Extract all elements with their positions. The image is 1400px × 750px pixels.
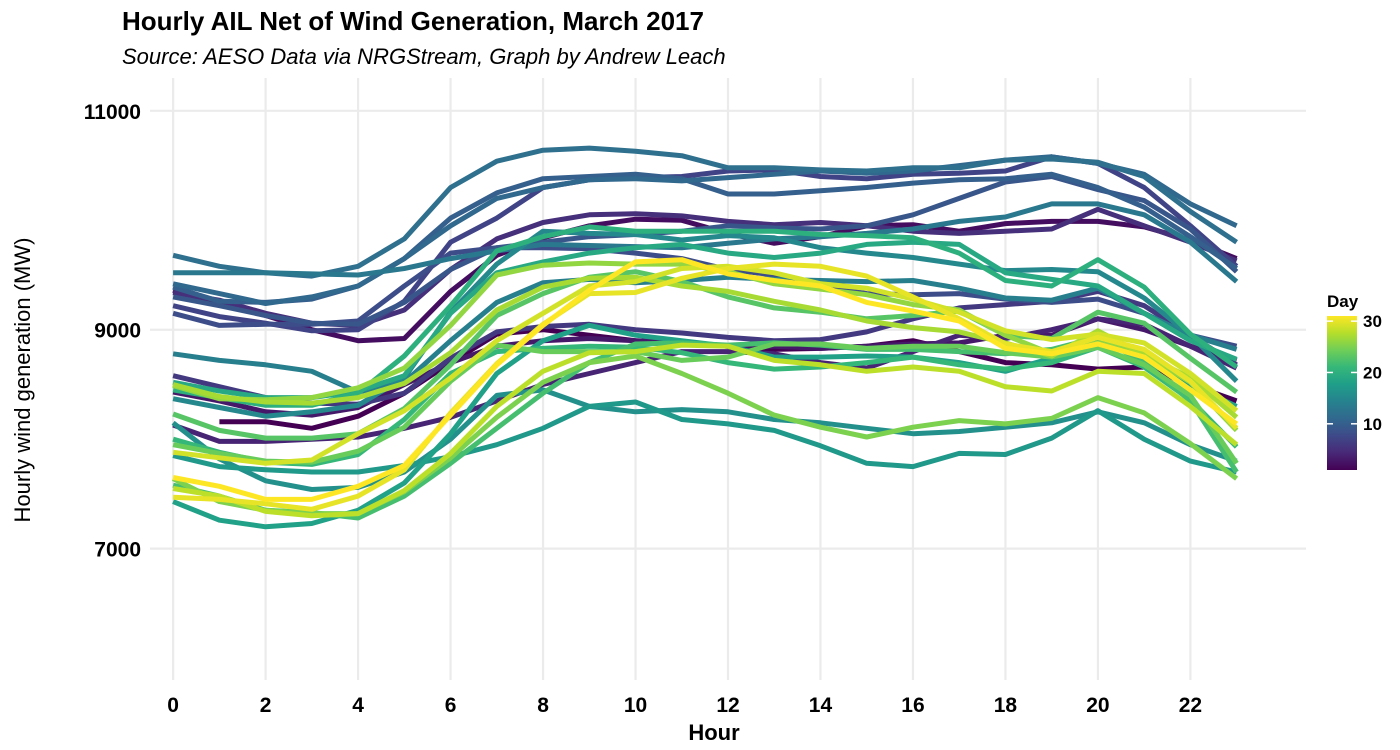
x-tick-label: 2 — [260, 694, 272, 717]
chart-title: Hourly AIL Net of Wind Generation, March… — [122, 6, 704, 36]
series-line-day-30 — [172, 261, 1239, 512]
series-line-day-20 — [172, 224, 1239, 408]
series-line-day-12 — [172, 145, 1238, 279]
series-lines — [171, 145, 1239, 530]
series-line-day-31 — [172, 257, 1239, 502]
x-axis-ticks: 0 2 4 6 8 10 12 14 16 18 20 22 — [167, 694, 1202, 717]
x-tick-label: 12 — [716, 694, 739, 717]
x-tick-label: 22 — [1179, 694, 1202, 717]
x-tick-label: 0 — [167, 694, 179, 717]
x-tick-label: 18 — [994, 694, 1018, 717]
y-axis-ticks: 7000 9000 11000 — [84, 101, 141, 562]
x-tick-label: 8 — [537, 694, 549, 717]
series-line-day-24 — [172, 341, 1239, 465]
x-tick-label: 16 — [901, 694, 924, 717]
legend-colorbar — [1327, 316, 1357, 470]
x-tick-label: 14 — [809, 694, 833, 717]
legend-tick-label: 20 — [1363, 363, 1382, 382]
series-line-day-13 — [173, 201, 1239, 284]
y-axis-label: Hourly wind generation (MW) — [10, 238, 35, 523]
legend-tick-label: 10 — [1363, 415, 1382, 434]
legend: Day 10 20 30 — [1327, 292, 1382, 470]
legend-tick-label: 30 — [1363, 312, 1382, 331]
x-tick-label: 20 — [1086, 694, 1109, 717]
series-line-day-8 — [172, 245, 1238, 349]
series-line-day-17 — [172, 399, 1238, 475]
legend-title: Day — [1327, 292, 1359, 311]
series-line-day-15 — [172, 228, 1239, 419]
y-tick-label: 9000 — [94, 320, 141, 343]
x-tick-label: 4 — [352, 694, 364, 717]
y-tick-label: 11000 — [84, 101, 141, 124]
chart-subtitle: Source: AESO Data via NRGStream, Graph b… — [122, 44, 726, 69]
series-line-day-28 — [172, 342, 1239, 519]
y-tick-label: 7000 — [94, 539, 141, 562]
x-axis-label: Hour — [688, 720, 740, 745]
x-tick-label: 6 — [445, 694, 457, 717]
x-tick-label: 10 — [624, 694, 647, 717]
